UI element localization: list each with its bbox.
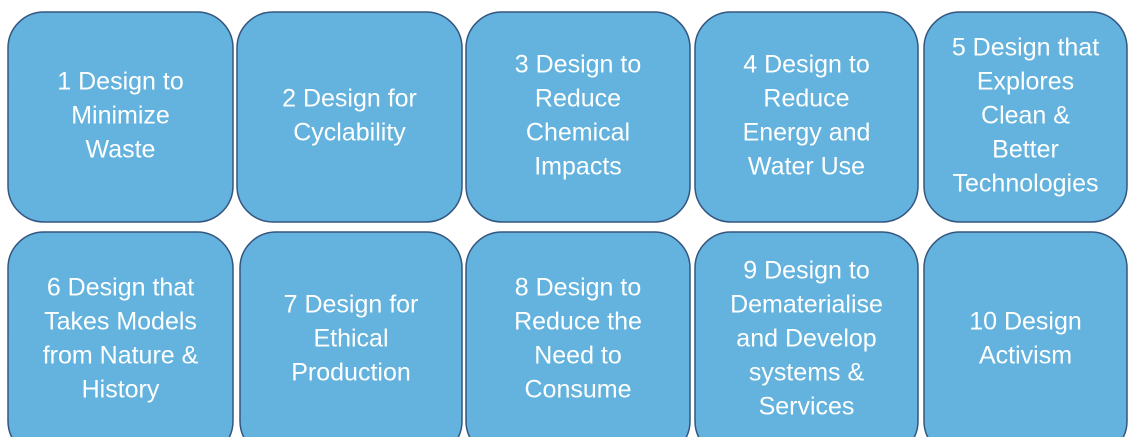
node: 7 Design for Ethical Production [239,231,463,437]
node: 5 Design that Explores Clean & Better Techno… [923,11,1128,223]
node-label: Need to [534,342,622,370]
node-label: 10 Design [969,308,1082,336]
node-label: Takes Models [44,308,197,336]
node: 4 Design to Reduce Energy and Water Use [694,11,919,223]
node-label: from Nature & [43,342,199,370]
node-label: Services [759,393,855,421]
node-label: 6 Design that [47,274,194,302]
node-label: Activism [979,342,1072,370]
node-label: Technologies [953,170,1099,198]
node: 6 Design that Takes Models from Nature & Hi… [7,231,234,437]
node-label: Cyclability [293,119,406,147]
node-box [239,231,463,437]
node: 10 Design Activism [923,231,1128,437]
node-box [694,231,919,437]
node-label: 2 Design for [282,85,417,113]
node-label: Waste [86,136,156,164]
node-label: Impacts [534,153,622,181]
node-label: 9 Design to [743,257,869,285]
node-label: 7 Design for [284,291,419,319]
node-label: 1 Design to [57,68,183,96]
node-box [7,231,234,437]
node-label: Reduce the [514,308,642,336]
node-label: 8 Design to [515,274,641,302]
node: 9 Design to Dematerialise and Develop syste… [694,231,919,437]
node-label: Reduce [535,85,621,113]
node-box [465,231,691,437]
node-label: Chemical [526,119,630,147]
node-label: 3 Design to [515,51,641,79]
node-label: Consume [525,376,632,404]
node-label: Better [992,136,1059,164]
node-box [465,11,691,223]
node-label: Minimize [71,102,170,130]
node-box [694,11,919,223]
node: 3 Design to Reduce Chemical Impacts [465,11,691,223]
node-box [236,11,463,223]
node-label: 4 Design to [743,51,869,79]
node-box [7,11,234,223]
node-label: systems & [749,359,865,387]
node-label: Ethical [313,325,388,353]
node: 8 Design to Reduce the Need to Consume [465,231,691,437]
node: 1 Design to Minimize Waste [7,11,234,223]
node-label: Explores [977,68,1074,96]
node-label: and Develop [736,325,876,353]
node-label: Production [291,359,411,387]
node-label: Water Use [748,153,865,181]
node-label: History [82,376,160,404]
node-label: Reduce [763,85,849,113]
node-box [923,231,1128,437]
node-label: Clean & [981,102,1070,130]
node-label: Energy and [743,119,871,147]
node-label: Dematerialise [730,291,883,319]
node-label: 5 Design that [952,34,1099,62]
node: 2 Design for Cyclability [236,11,463,223]
node-box [923,11,1128,223]
